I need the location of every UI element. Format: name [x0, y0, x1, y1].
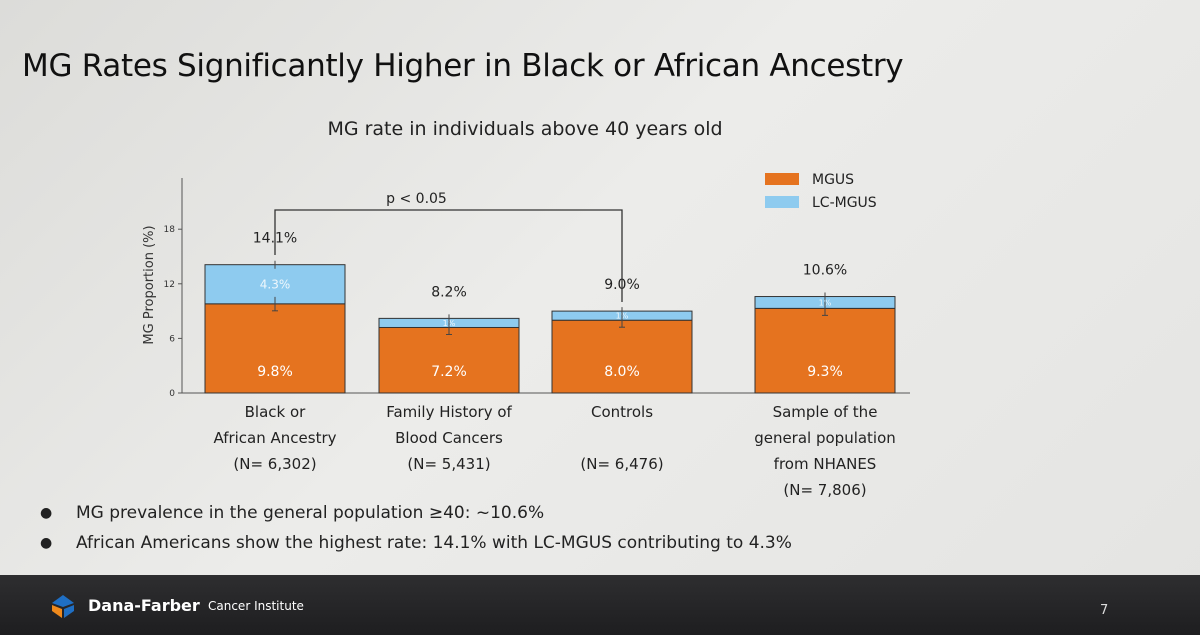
data-label-total: 8.2% — [431, 284, 467, 300]
bullet-text: MG prevalence in the general population … — [76, 503, 545, 523]
y-axis-label: MG Proportion (%) — [142, 225, 157, 344]
org-name: Dana-Farber — [88, 596, 200, 615]
x-category-label: general population — [754, 429, 896, 447]
data-label-mgus: 7.2% — [431, 364, 467, 380]
data-label-lc-mgus: 4.3% — [260, 277, 291, 291]
data-label-mgus: 9.8% — [257, 364, 293, 380]
data-label-total: 10.6% — [803, 263, 847, 279]
chart-title: MG rate in individuals above 40 years ol… — [327, 118, 723, 140]
bullet-text: African Americans show the highest rate:… — [76, 533, 792, 553]
bullet-list: ● MG prevalence in the general populatio… — [40, 498, 792, 558]
x-category-label: African Ancestry — [213, 429, 336, 447]
slide-title: MG Rates Significantly Higher in Black o… — [22, 48, 904, 84]
bar-mgus — [551, 319, 693, 394]
x-category-label: (N= 7,806) — [783, 481, 866, 499]
bullet-dot-icon: ● — [40, 505, 53, 521]
data-label-mgus: 9.3% — [807, 364, 843, 380]
x-category-label: (N= 5,431) — [407, 455, 490, 473]
significance-label: p < 0.05 — [386, 191, 447, 207]
x-category-label: Sample of the — [773, 403, 878, 421]
y-tick-label: 18 — [164, 225, 176, 235]
bar-mgus — [378, 326, 520, 394]
dana-farber-logo-icon — [52, 595, 74, 618]
bullet-dot-icon: ● — [40, 535, 53, 551]
y-tick-label: 0 — [169, 389, 175, 399]
significance-bracket — [274, 209, 623, 302]
page-number: 7 — [1100, 603, 1109, 618]
data-label-mgus: 8.0% — [604, 364, 640, 380]
legend-swatch-mgus — [765, 173, 799, 185]
x-category-label: from NHANES — [774, 455, 877, 473]
legend-label-mgus: MGUS — [812, 172, 854, 188]
legend-label-lc-mgus: LC-MGUS — [812, 195, 877, 211]
x-category-label: Controls — [591, 403, 653, 421]
y-tick-label: 12 — [164, 280, 175, 290]
x-category-label: Black or — [245, 403, 307, 421]
bar-mgus — [204, 303, 346, 394]
footer-bar: Dana-Farber Cancer Institute 7 — [0, 575, 1200, 635]
x-category-label: Blood Cancers — [395, 429, 503, 447]
y-tick-label: 6 — [169, 334, 175, 344]
bar-mgus — [754, 307, 896, 394]
bullet-item: ● MG prevalence in the general populatio… — [40, 498, 792, 528]
bullet-item: ● African Americans show the highest rat… — [40, 528, 792, 558]
x-category-label: (N= 6,302) — [233, 455, 316, 473]
legend-swatch-lc-mgus — [765, 196, 799, 208]
x-category-label: Family History of — [386, 403, 512, 421]
org-subtitle: Cancer Institute — [208, 599, 304, 613]
x-category-label: (N= 6,476) — [580, 455, 663, 473]
